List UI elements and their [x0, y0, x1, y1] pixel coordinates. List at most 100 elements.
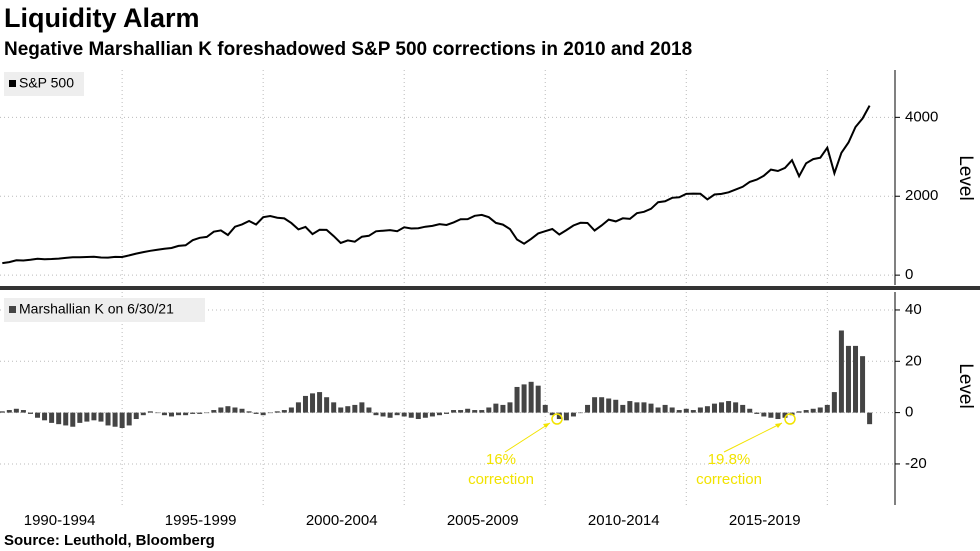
y-tick-label: 2000	[905, 187, 938, 204]
bar	[775, 412, 781, 420]
annotation-circle	[784, 413, 796, 425]
bar	[817, 407, 823, 413]
bar	[577, 412, 583, 414]
bar	[719, 402, 725, 413]
bar	[394, 412, 400, 416]
bar	[542, 404, 548, 413]
bar	[726, 401, 732, 413]
bar	[366, 407, 372, 413]
bar	[105, 412, 111, 426]
bar	[803, 410, 809, 413]
x-tick-label: 2015-2019	[729, 512, 801, 529]
bar	[740, 404, 746, 413]
annotation-arrowhead	[543, 423, 550, 428]
bar	[796, 411, 802, 413]
bar	[648, 403, 654, 413]
bar	[126, 412, 132, 426]
bar	[613, 399, 619, 413]
bar	[168, 412, 174, 417]
bar	[824, 404, 830, 413]
bar	[197, 412, 203, 414]
bar	[429, 412, 435, 417]
bar	[6, 410, 12, 413]
bar	[479, 410, 485, 413]
bar	[641, 402, 647, 413]
bar	[302, 395, 308, 413]
bar	[112, 412, 118, 427]
bar	[331, 402, 337, 413]
bar	[831, 392, 837, 413]
x-tick-label: 2000-2004	[306, 512, 378, 529]
bar	[599, 397, 605, 413]
x-tick-label: 2005-2009	[447, 512, 519, 529]
bar	[549, 412, 555, 416]
bar	[415, 412, 421, 420]
bar	[77, 412, 83, 423]
bar	[669, 407, 675, 413]
chart-title: Liquidity Alarm	[4, 3, 200, 33]
bar	[444, 412, 450, 414]
bar	[634, 402, 640, 413]
y-tick-label: -20	[905, 455, 927, 472]
bar	[274, 411, 280, 413]
panel-separator	[0, 286, 980, 290]
bar	[655, 407, 661, 413]
bar	[514, 386, 520, 413]
bar	[754, 412, 760, 414]
bar	[183, 412, 189, 416]
bar	[704, 406, 710, 413]
legend-box	[4, 72, 84, 96]
bar	[620, 404, 626, 413]
bar	[352, 404, 358, 413]
bar	[528, 381, 534, 413]
bar	[860, 356, 866, 413]
bar	[408, 412, 414, 418]
bar	[690, 410, 696, 413]
bar	[359, 402, 365, 413]
annotation-text: correction	[468, 471, 534, 488]
bar	[338, 407, 344, 413]
bar	[260, 412, 266, 416]
line	[2, 105, 871, 265]
bar	[733, 402, 739, 413]
annotation-circle	[551, 413, 563, 425]
bar	[422, 412, 428, 418]
bar	[154, 412, 160, 414]
bar	[585, 404, 591, 413]
bar	[867, 412, 873, 425]
x-tick-label: 2010-2014	[588, 512, 660, 529]
bar	[324, 397, 330, 413]
bar	[176, 412, 182, 416]
bar	[373, 412, 379, 416]
bar	[345, 406, 351, 413]
bar	[627, 401, 633, 413]
annotation-arrow	[723, 422, 783, 453]
bar	[380, 412, 386, 417]
source: Source: Leuthold, Bloomberg	[4, 532, 215, 549]
annotation-text: 19.8%	[708, 451, 751, 468]
bar	[535, 385, 541, 413]
bar	[190, 412, 196, 414]
bar	[288, 407, 294, 413]
bar	[500, 404, 506, 413]
bar	[35, 412, 41, 418]
bar	[493, 403, 499, 413]
bar	[211, 410, 217, 413]
bar	[810, 408, 816, 413]
bar	[436, 412, 442, 416]
bar	[267, 412, 273, 414]
bar	[387, 412, 393, 418]
bar	[161, 412, 167, 416]
bar	[239, 408, 245, 413]
bar	[747, 408, 753, 413]
bar	[27, 412, 33, 414]
bar	[838, 330, 844, 413]
bar	[317, 392, 323, 413]
bar	[683, 408, 689, 413]
bar	[592, 397, 598, 413]
bar	[711, 403, 717, 413]
bar	[0, 411, 5, 413]
legend-swatch	[9, 80, 16, 87]
bar	[563, 412, 569, 421]
